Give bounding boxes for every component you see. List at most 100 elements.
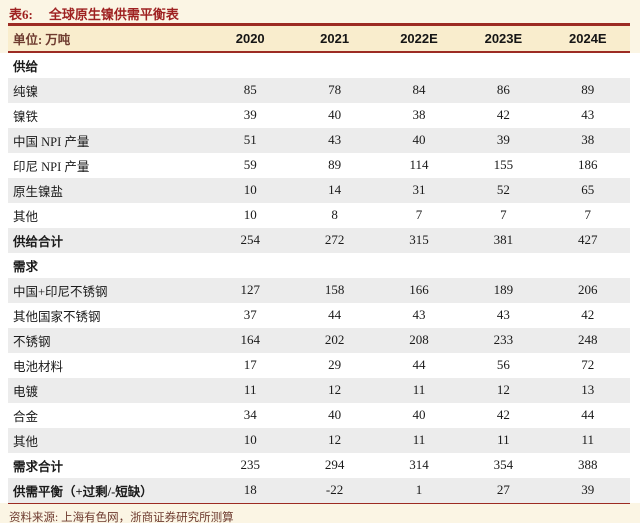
cell-value: 186 (578, 157, 598, 172)
cell-value: 51 (243, 132, 257, 147)
table-title: 全球原生镍供需平衡表 (48, 6, 179, 22)
cell-value: 39 (581, 482, 595, 497)
table-row: 电镀 11 12 11 12 13 (8, 377, 630, 403)
cell-value: 38 (412, 107, 426, 122)
cell-value: 208 (409, 332, 429, 347)
cell-value: 381 (493, 232, 514, 247)
cell-value: 235 (240, 457, 260, 472)
cell-value: 388 (578, 457, 598, 472)
cell-value: 44 (581, 407, 595, 422)
cell-value: 8 (331, 207, 338, 222)
row-label: 需求合计 (13, 459, 64, 474)
cell-value: 14 (328, 182, 342, 197)
cell-value: 56 (496, 357, 510, 372)
cell-value: 38 (581, 132, 595, 147)
cell-value: 7 (500, 207, 507, 222)
cell-value: 10 (243, 432, 257, 447)
cell-value: 10 (243, 182, 257, 197)
table-row: 电池材料 17 29 44 56 72 (8, 353, 630, 378)
cell-value: 1 (415, 482, 423, 497)
table-row: 其他国家不锈钢 37 44 43 43 42 (8, 303, 630, 328)
row-label: 其他 (13, 209, 39, 224)
cell-value: 254 (240, 232, 260, 247)
row-label: 纯镍 (13, 84, 39, 99)
cell-value: 202 (324, 332, 345, 347)
cell-value: 29 (328, 357, 342, 372)
cell-value: 11 (412, 382, 426, 397)
cell-value: 164 (240, 332, 260, 347)
cell-value: 89 (581, 82, 595, 97)
cell-value: 59 (243, 157, 257, 172)
row-label: 合金 (13, 409, 39, 424)
cell-value: 40 (412, 407, 426, 422)
cell-value: 127 (240, 282, 260, 297)
cell-value: 7 (415, 207, 423, 222)
cell-value: 427 (578, 232, 598, 247)
cell-value: 52 (496, 182, 510, 197)
column-header-2024E: 2024E (569, 31, 607, 46)
cell-value: 43 (581, 107, 595, 122)
unit-label: 单位: 万吨 (13, 33, 71, 47)
cell-value: 11 (581, 432, 595, 447)
cell-value: 43 (328, 132, 342, 147)
top-rule (8, 23, 630, 26)
cell-value: 44 (328, 307, 342, 322)
cell-value: 86 (496, 82, 510, 97)
cell-value: -22 (325, 482, 344, 497)
cell-value: 11 (497, 432, 510, 447)
table-row: 镍铁 39 40 38 42 43 (8, 103, 630, 128)
table-row: 其他 10 12 11 11 11 (8, 427, 630, 453)
cell-value: 65 (581, 182, 595, 197)
cell-value: 155 (493, 157, 514, 172)
cell-value: 37 (243, 307, 257, 322)
column-header-2023E: 2023E (484, 31, 523, 46)
section-header-row: 需求 (8, 253, 630, 278)
cell-value: 13 (581, 382, 595, 397)
cell-value: 10 (243, 207, 257, 222)
cell-value: 44 (412, 357, 426, 372)
table-row: 原生镍盐 10 14 31 52 65 (8, 177, 630, 203)
cell-value: 40 (412, 132, 426, 147)
cell-value: 17 (243, 357, 257, 372)
cell-value: 7 (584, 207, 592, 222)
source-note: 资料来源: 上海有色网，浙商证券研究所测算 (9, 512, 234, 523)
row-label: 需求 (13, 259, 39, 274)
table-row: 纯镍 85 78 84 86 89 (8, 77, 630, 103)
table-row: 需求合计 235 294 314 354 388 (8, 453, 630, 478)
cell-value: 39 (243, 107, 257, 122)
cell-value: 89 (328, 157, 342, 172)
cell-value: 158 (324, 282, 345, 297)
row-label: 印尼 NPI 产量 (13, 159, 90, 174)
table-row: 印尼 NPI 产量 59 89 114 155 186 (8, 153, 630, 178)
cell-value: 114 (409, 157, 429, 172)
cell-value: 42 (581, 307, 595, 322)
cell-value: 272 (324, 232, 345, 247)
cell-value: 12 (496, 382, 510, 397)
column-header-2020: 2020 (235, 31, 265, 46)
row-label: 中国 NPI 产量 (13, 134, 90, 149)
header-rule (8, 51, 630, 53)
row-label: 供给 (13, 59, 39, 74)
cell-value: 43 (496, 307, 510, 322)
cell-value: 11 (243, 382, 257, 397)
column-header-2021: 2021 (320, 31, 350, 46)
cell-value: 84 (412, 82, 426, 97)
cell-value: 314 (409, 457, 429, 472)
row-label: 供给合计 (13, 234, 64, 249)
cell-value: 18 (243, 482, 257, 497)
cell-value: 248 (578, 332, 598, 347)
table-row: 供给合计 254 272 315 381 427 (8, 227, 630, 253)
cell-value: 40 (328, 407, 342, 422)
table-number-label: 表6: (9, 6, 33, 22)
row-label: 镍铁 (13, 109, 39, 124)
cell-value: 315 (409, 232, 429, 247)
cell-value: 206 (578, 282, 598, 297)
bottom-rule (8, 502, 630, 504)
cell-value: 40 (328, 107, 342, 122)
cell-value: 72 (581, 357, 595, 372)
cell-value: 78 (328, 82, 342, 97)
row-label: 电镀 (13, 384, 39, 399)
row-label: 供需平衡（+过剩/-短缺） (13, 484, 153, 499)
row-label: 中国+印尼不锈钢 (13, 284, 108, 299)
